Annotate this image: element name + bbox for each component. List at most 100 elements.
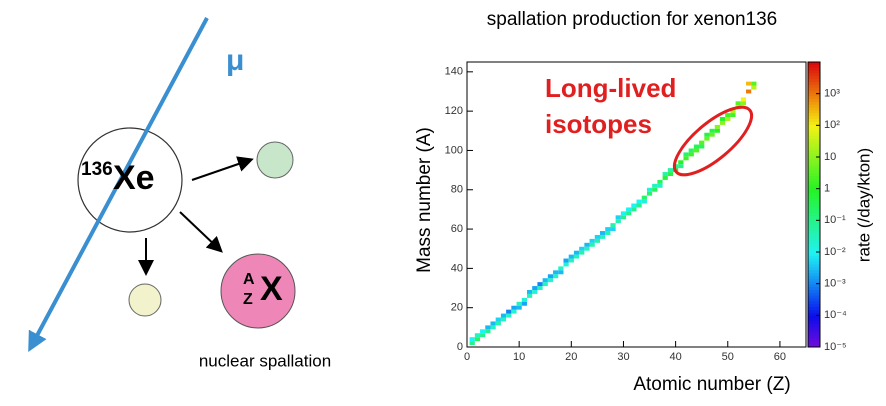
heatmap-cell	[480, 333, 486, 338]
heatmap-cell	[537, 282, 543, 287]
colorbar-segment	[808, 321, 820, 325]
heatmap-cell	[714, 128, 720, 133]
heatmap-cell	[526, 290, 533, 294]
colorbar-segment	[808, 87, 820, 91]
colorbar-segment	[808, 73, 820, 77]
heatmap-cell	[662, 176, 668, 180]
colorbar-segment	[808, 204, 820, 208]
colorbar-tick-label: 10²	[824, 119, 840, 131]
colorbar-segment	[808, 315, 820, 319]
heatmap-cell	[568, 254, 574, 259]
heatmap-cell	[740, 97, 747, 102]
colorbar-segment	[808, 335, 820, 339]
heatmap-cell	[506, 309, 512, 314]
x-tick-label: 20	[565, 351, 577, 363]
colorbar-segment	[808, 153, 820, 157]
colorbar-segment	[808, 267, 820, 271]
colorbar-segment	[808, 332, 820, 337]
heatmap-cell	[646, 191, 653, 196]
heatmap-cell	[709, 128, 715, 133]
colorbar-segment	[808, 318, 820, 322]
colorbar-segment	[808, 195, 820, 200]
heatmap-cell	[480, 329, 486, 334]
heatmap-cell	[652, 187, 658, 192]
heatmap-cell	[636, 203, 642, 208]
heatmap-cell	[683, 152, 689, 157]
y-tick-label: 140	[445, 66, 463, 78]
colorbar-segment	[808, 213, 820, 217]
muon-label: μ	[226, 44, 244, 77]
heatmap-cell	[605, 231, 611, 235]
heatmap-cell	[615, 219, 621, 224]
heatmap-cell	[714, 124, 720, 129]
heatmap-cell	[516, 305, 522, 310]
heatmap-cell	[652, 183, 658, 188]
product-nucleus	[220, 253, 296, 329]
heatmap-cell	[573, 250, 580, 255]
heatmap-cell	[605, 227, 611, 232]
heatmap-cell	[693, 148, 700, 153]
heatmap-cell	[746, 89, 752, 94]
heatmap-cell	[521, 301, 527, 306]
colorbar-segment	[808, 133, 820, 137]
colorbar-tick-label: 1	[824, 183, 830, 195]
colorbar-segment	[808, 215, 820, 220]
mass-number: A	[243, 271, 255, 288]
colorbar-segment	[808, 329, 820, 334]
heatmap-cell	[719, 120, 726, 125]
heatmap-cell	[657, 179, 663, 184]
heatmap-cell	[490, 321, 496, 326]
colorbar-segment	[808, 99, 820, 103]
heatmap-cell	[626, 211, 632, 216]
colorbar-tick-label: 10⁻¹	[824, 214, 846, 226]
colorbar-segment	[808, 338, 820, 342]
colorbar-segment	[808, 76, 820, 80]
colorbar-segment	[808, 309, 820, 314]
heatmap-cell	[704, 136, 710, 141]
colorbar-segment	[808, 156, 820, 160]
heatmap-cell	[751, 81, 757, 86]
colorbar-segment	[808, 138, 820, 143]
chart: spallation production for xenon136 Atomi…	[414, 9, 873, 395]
heatmap-cell	[626, 207, 632, 212]
colorbar-segment	[808, 344, 820, 348]
colorbar-segment	[808, 261, 820, 265]
colorbar-segment	[808, 119, 820, 123]
heatmap-cell	[599, 231, 606, 235]
heatmap-cell	[506, 313, 512, 318]
heatmap-cell	[678, 164, 684, 169]
heatmap-cell	[594, 238, 600, 243]
colorbar-segment	[808, 141, 820, 146]
colorbar-segment	[808, 238, 820, 243]
y-tick-label: 120	[445, 105, 463, 117]
heatmap-cell	[730, 109, 736, 114]
heatmap-cell	[511, 309, 517, 314]
heatmap-cell	[558, 270, 564, 275]
colorbar-tick-label: 10³	[824, 88, 840, 100]
colorbar-segment	[808, 281, 820, 285]
heatmap-cell	[683, 156, 689, 161]
colorbar-segment	[808, 81, 820, 86]
heatmap-cell	[657, 183, 663, 188]
colorbar-segment	[808, 136, 820, 140]
heatmap-cell	[563, 262, 569, 267]
colorbar-segment	[808, 341, 820, 345]
heatmap-cell	[511, 305, 517, 310]
heatmap-cell	[746, 81, 752, 86]
colorbar-segment	[808, 121, 820, 126]
colorbar-segment	[808, 170, 820, 174]
x-tick-label: 40	[669, 351, 681, 363]
colorbar-segment	[808, 124, 820, 129]
colorbar-segment	[808, 307, 820, 311]
heatmap-cell	[699, 144, 705, 149]
colorbar-segment	[808, 272, 820, 277]
heatmap-cell	[641, 195, 647, 200]
heatmap-cell	[542, 278, 548, 283]
heatmap-cell	[579, 250, 585, 255]
heatmap-cell	[725, 117, 731, 121]
colorbar-segment	[808, 275, 820, 280]
colorbar-segment	[808, 101, 820, 106]
colorbar-segment	[808, 247, 820, 251]
element-symbol: Xe	[113, 159, 155, 197]
y-tick-label: 80	[451, 184, 463, 196]
